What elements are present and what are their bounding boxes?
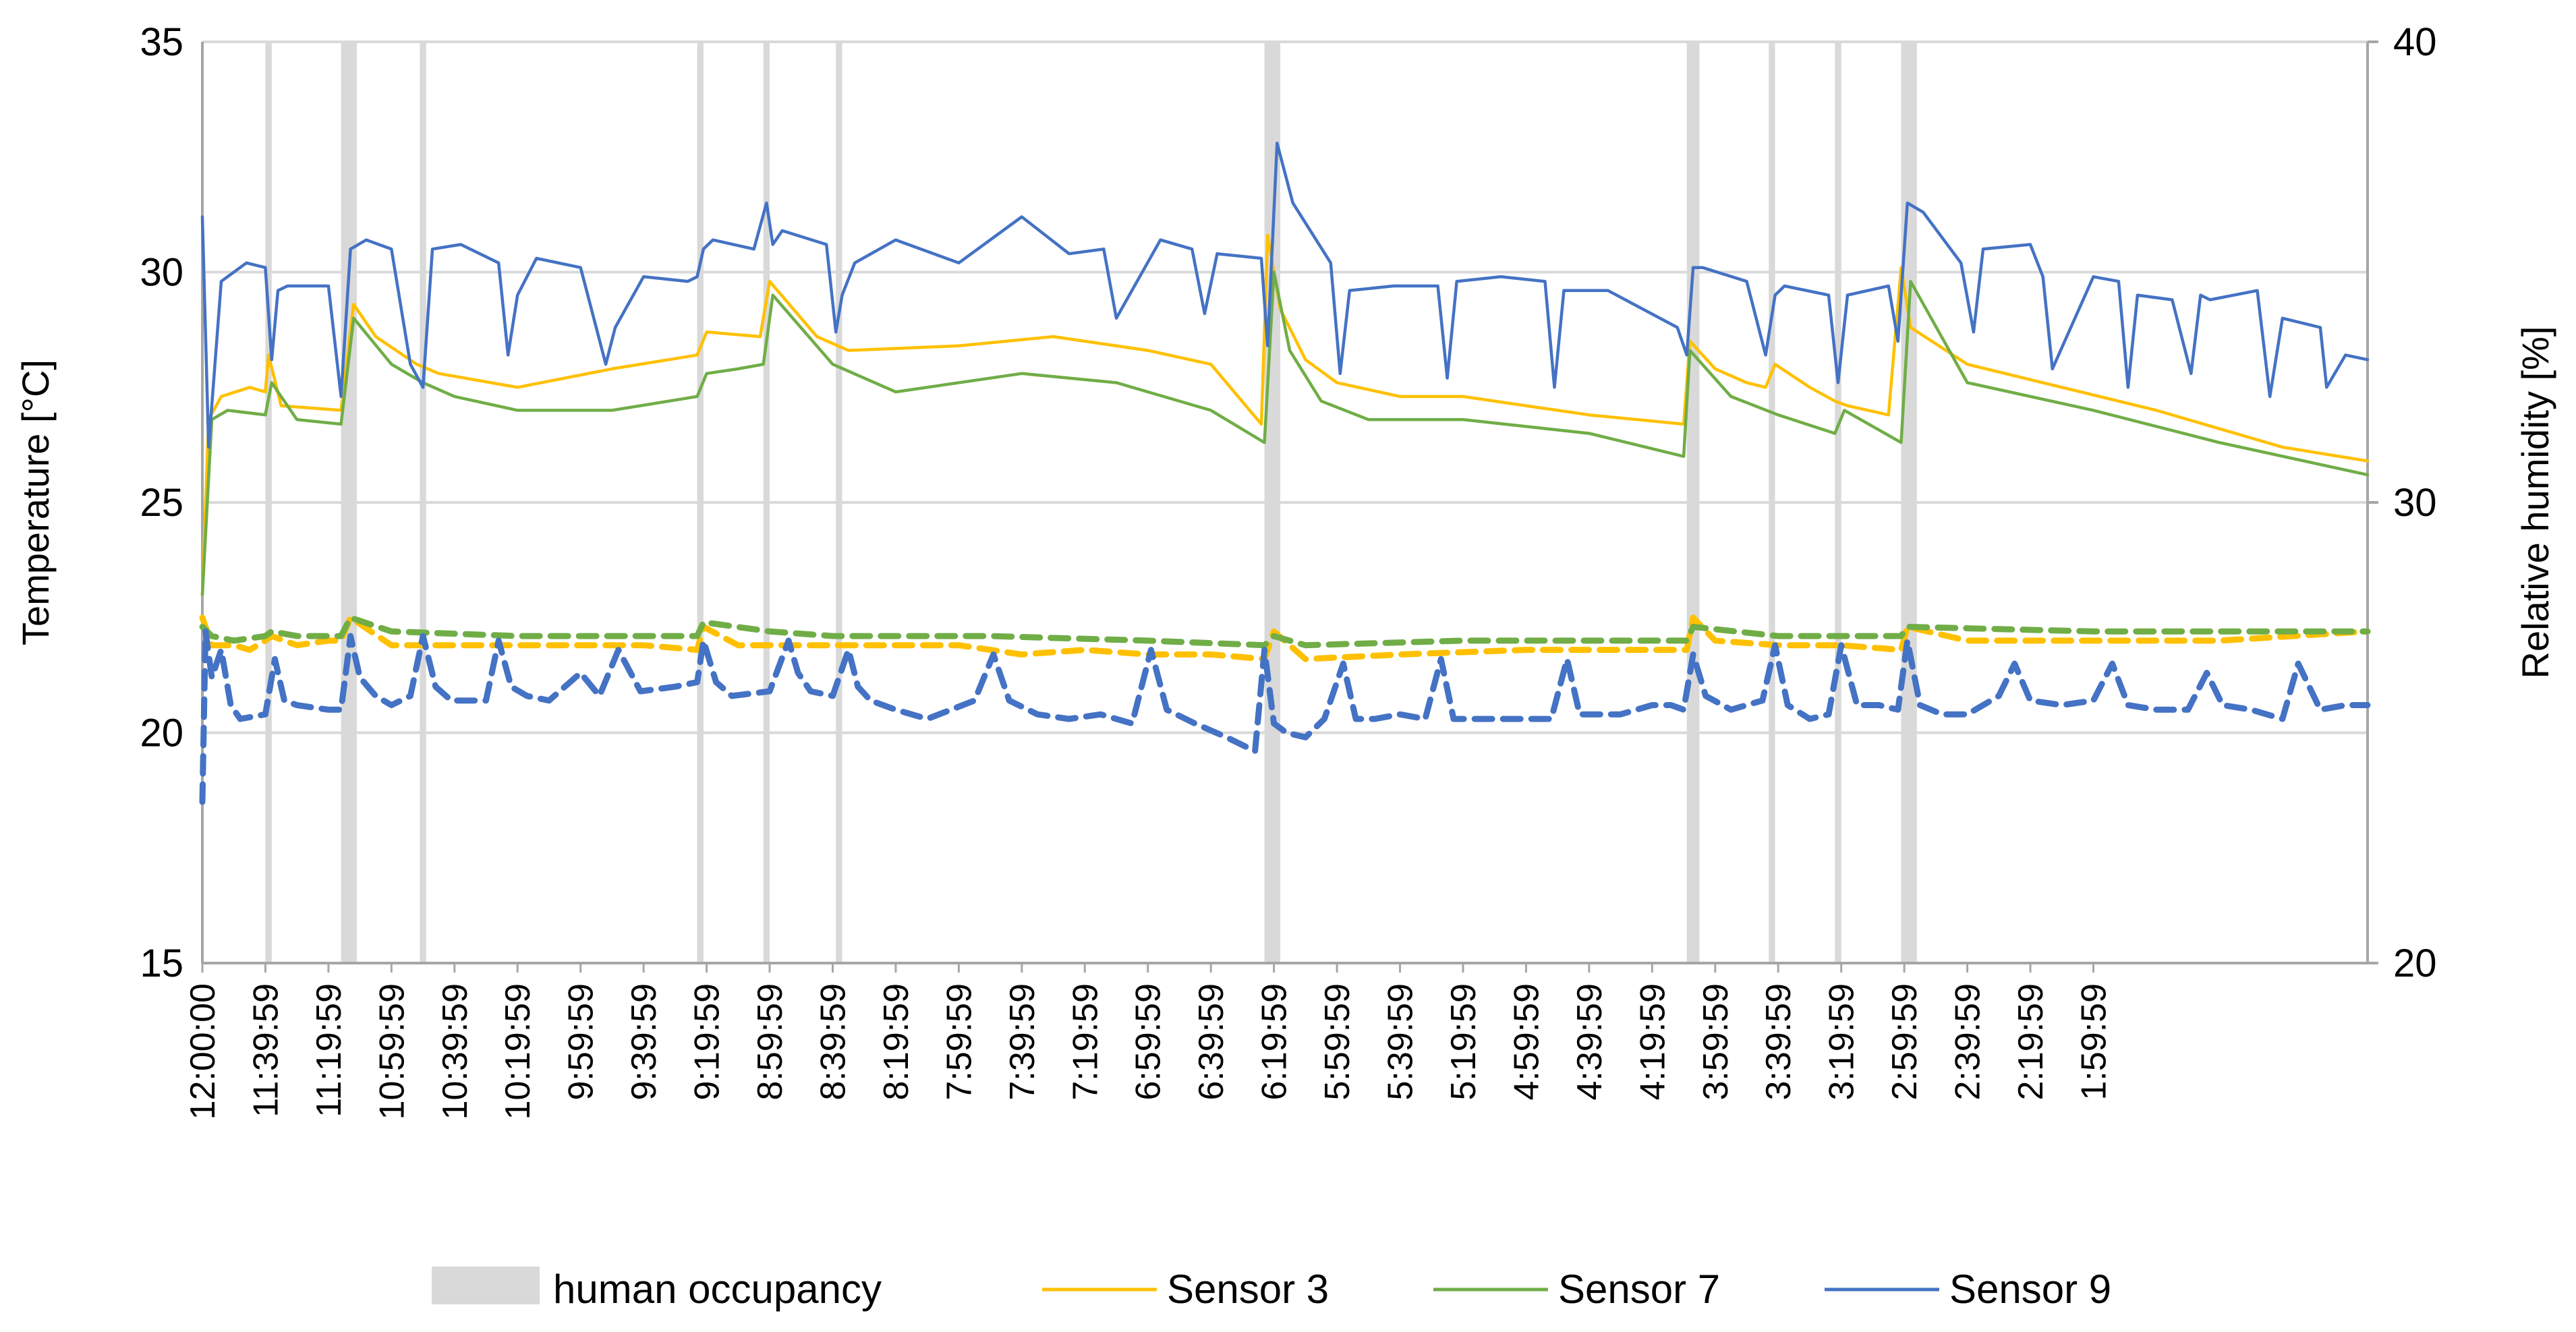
x-tick-label: 3:19:59	[1823, 983, 1862, 1101]
x-tick-label: 6:19:59	[1255, 983, 1294, 1101]
x-tick-label: 2:39:59	[1949, 983, 1988, 1101]
x-tick-label: 2:59:59	[1885, 983, 1924, 1101]
x-tick-label: 4:59:59	[1507, 983, 1546, 1101]
left-axis-label: Temperature [°C]	[14, 359, 57, 645]
x-tick-label: 9:59:59	[562, 983, 601, 1101]
x-tick-label: 9:39:59	[625, 983, 664, 1101]
sensor-3-temperature-line	[200, 233, 2370, 596]
legend-label: Sensor 7	[1558, 1267, 1720, 1312]
x-tick-label: 8:19:59	[877, 983, 916, 1101]
left-tick-label: 20	[140, 712, 183, 755]
legend: human occupancy Sensor 3 Sensor 7 Sensor 9	[432, 1267, 2111, 1312]
sensor-3-rh-line	[199, 614, 2371, 662]
x-tick-label: 8:39:59	[813, 983, 853, 1101]
x-tick-label: 6:39:59	[1192, 983, 1231, 1101]
axes	[201, 40, 2378, 973]
right-tick-label: 30	[2393, 481, 2437, 525]
x-tick-label: 9:19:59	[688, 983, 727, 1101]
tick-labels: 15 20 25 30 35 20 30 40 12:00:00 11:39:59 11:19:59…	[140, 20, 2436, 1120]
left-tick-label: 30	[140, 251, 183, 295]
x-tick-label: 10:39:59	[436, 983, 475, 1120]
sensor-9-rh-line	[199, 628, 2371, 805]
x-tick-label: 7:19:59	[1066, 983, 1105, 1101]
x-tick-label: 8:59:59	[751, 983, 790, 1101]
left-tick-label: 25	[140, 481, 183, 525]
x-tick-label: 2:19:59	[2011, 983, 2051, 1101]
x-tick-label: 4:19:59	[1633, 983, 1672, 1101]
legend-label: Sensor 3	[1167, 1267, 1329, 1312]
x-tick-label: 7:59:59	[940, 983, 979, 1101]
x-tick-label: 4:39:59	[1570, 983, 1609, 1101]
sensor-7-temperature-line	[200, 270, 2370, 596]
x-tick-label: 1:59:59	[2074, 983, 2113, 1101]
x-tick-label: 12:00:00	[183, 983, 223, 1120]
right-tick-label: 40	[2393, 20, 2437, 64]
x-tick-label: 3:59:59	[1696, 983, 1736, 1101]
x-tick-label: 5:19:59	[1444, 983, 1483, 1101]
x-tick-label: 11:19:59	[310, 983, 349, 1118]
right-axis-label: Relative humidity [%]	[2514, 326, 2556, 679]
x-tick-label: 7:39:59	[1003, 983, 1042, 1101]
x-tick-label: 3:39:59	[1759, 983, 1798, 1101]
x-tick-label: 6:59:59	[1129, 983, 1168, 1101]
x-tick-label: 10:19:59	[498, 983, 538, 1120]
legend-swatch-occupancy	[432, 1267, 540, 1304]
x-tick-label: 5:39:59	[1381, 983, 1421, 1101]
sensor-7-rh-line	[199, 614, 2371, 649]
legend-label: human occupancy	[553, 1267, 882, 1312]
right-tick-label: 20	[2393, 942, 2437, 985]
x-tick-label: 10:59:59	[372, 983, 411, 1120]
left-tick-label: 15	[140, 942, 183, 985]
legend-label: Sensor 9	[1949, 1267, 2111, 1312]
gridlines	[202, 40, 2368, 734]
x-tick-label: 5:59:59	[1318, 983, 1357, 1101]
sensor-9-temperature-line	[200, 142, 2370, 449]
series-lines	[199, 142, 2371, 805]
left-tick-label: 35	[140, 20, 183, 64]
x-tick-label: 11:39:59	[246, 983, 285, 1118]
